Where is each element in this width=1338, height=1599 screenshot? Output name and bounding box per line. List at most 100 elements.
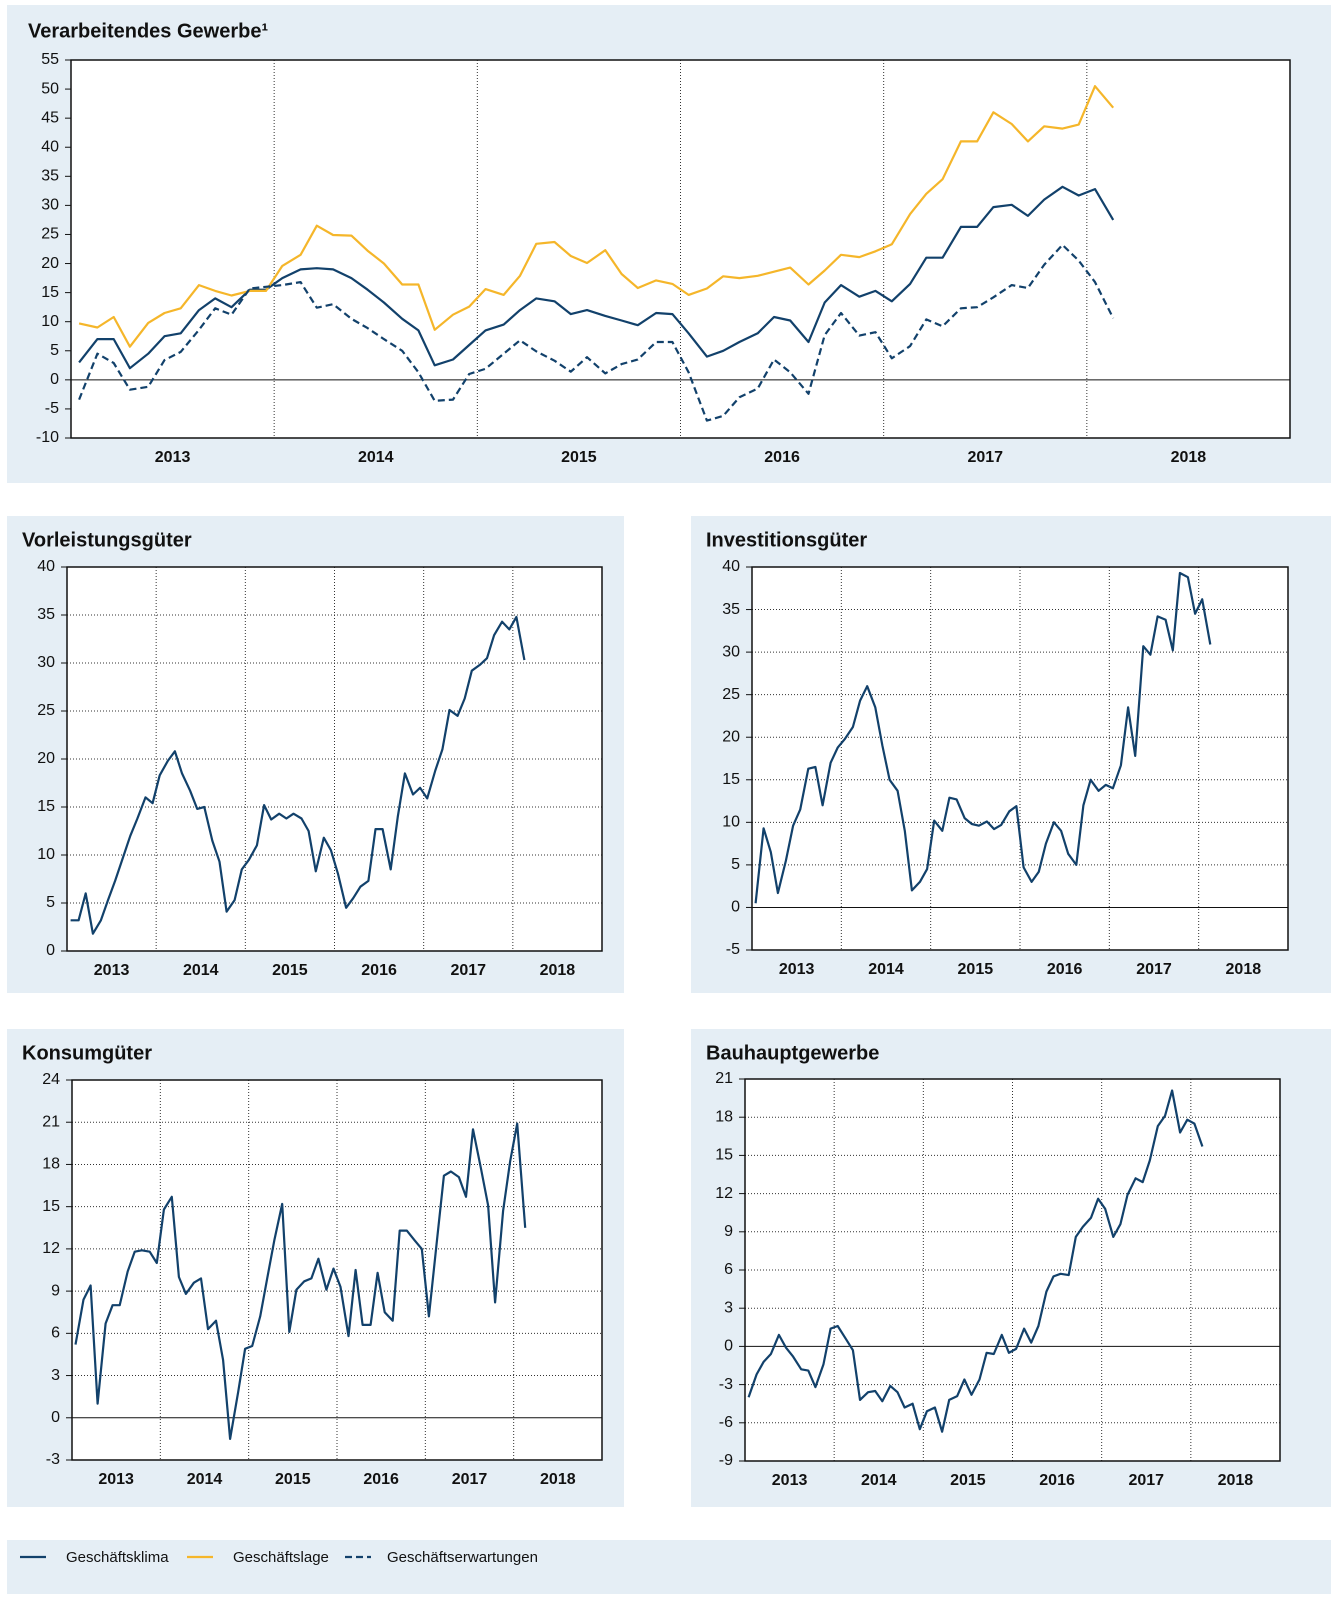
y-tick-label: 21	[715, 1070, 733, 1087]
x-tick-label: 2017	[452, 1471, 488, 1488]
plot-frame	[71, 1079, 603, 1461]
x-tick-label: 2018	[540, 962, 576, 979]
y-tick-label: -9	[719, 1452, 733, 1469]
y-tick-label: 6	[51, 1325, 60, 1342]
plot-frame	[744, 1078, 1281, 1462]
y-tick-label: -10	[36, 429, 59, 446]
y-tick-label: 0	[50, 371, 59, 388]
x-tick-label: 2016	[764, 449, 800, 466]
y-tick-label: 15	[715, 1147, 733, 1164]
chart-title: Bauhauptgewerbe	[706, 1042, 879, 1064]
y-tick-label: 25	[41, 226, 59, 243]
y-tick-label: 9	[51, 1282, 60, 1299]
y-tick-label: 50	[41, 80, 59, 97]
y-tick-label: 10	[37, 846, 55, 863]
x-tick-label: 2014	[868, 961, 904, 978]
chart-title: Konsumgüter	[22, 1042, 152, 1064]
x-tick-label: 2015	[958, 961, 994, 978]
y-tick-label: 30	[37, 654, 55, 671]
y-tick-label: 0	[51, 1409, 60, 1426]
y-tick-label: 35	[722, 601, 740, 618]
y-tick-label: 40	[722, 558, 740, 575]
x-tick-label: 2014	[187, 1471, 223, 1488]
data-line	[747, 1089, 1204, 1433]
x-tick-label: 2017	[1128, 1472, 1164, 1489]
y-tick-label: 20	[41, 255, 59, 272]
y-tick-label: 20	[722, 728, 740, 745]
x-tick-label: 2015	[950, 1472, 986, 1489]
x-tick-label: 2016	[1039, 1472, 1075, 1489]
data-line	[70, 615, 526, 935]
y-tick-label: 25	[37, 702, 55, 719]
y-tick-label: 10	[41, 313, 59, 330]
x-tick-label: 2013	[155, 449, 191, 466]
y-tick-label: 40	[37, 558, 55, 575]
chart: Vorleistungsgüter 0 5 10 15 20 25 30 35 40 2013 201…	[7, 516, 624, 993]
y-tick-label: 0	[46, 942, 55, 959]
legend-label: Geschäftserwartungen	[387, 1549, 538, 1566]
y-tick-label: 18	[715, 1108, 733, 1125]
y-tick-label: 30	[722, 643, 740, 660]
chart-title: Verarbeitendes Gewerbe¹	[28, 20, 268, 42]
y-tick-label: 0	[731, 899, 740, 916]
x-tick-label: 2017	[450, 962, 486, 979]
x-tick-label: 2013	[98, 1471, 134, 1488]
y-tick-label: 12	[715, 1185, 733, 1202]
chart-title: Investitionsgüter	[706, 529, 867, 551]
x-tick-label: 2018	[1171, 449, 1207, 466]
x-tick-label: 2013	[779, 961, 815, 978]
x-tick-label: 2014	[861, 1472, 897, 1489]
plot-frame	[751, 566, 1289, 951]
y-tick-label: -5	[45, 400, 59, 417]
y-tick-label: 55	[41, 51, 59, 68]
x-tick-label: 2018	[1226, 961, 1262, 978]
y-tick-label: 18	[42, 1156, 60, 1173]
y-tick-label: 21	[42, 1113, 60, 1130]
x-tick-label: 2016	[1047, 961, 1083, 978]
x-tick-label: 2017	[967, 449, 1003, 466]
y-tick-label: 15	[37, 798, 55, 815]
y-tick-label: -6	[719, 1414, 733, 1431]
x-tick-label: 2015	[561, 449, 597, 466]
y-tick-label: 20	[37, 750, 55, 767]
y-tick-label: 15	[41, 284, 59, 301]
y-tick-label: -3	[46, 1451, 60, 1468]
legend-label: Geschäftslage	[233, 1549, 329, 1566]
data-line	[74, 1122, 527, 1440]
x-tick-label: 2016	[361, 962, 397, 979]
chart: Verarbeitendes Gewerbe¹ -10 -5 0 5 10 15 20 25 30…	[7, 5, 1331, 483]
y-tick-label: 15	[42, 1198, 60, 1215]
y-tick-label: 5	[50, 342, 59, 359]
y-tick-label: 35	[37, 606, 55, 623]
y-tick-label: 0	[724, 1338, 733, 1355]
x-tick-label: 2013	[94, 962, 130, 979]
data-line	[78, 243, 1115, 422]
plot-frame	[66, 566, 603, 952]
legend-label: Geschäftsklima	[66, 1549, 169, 1566]
y-tick-label: 40	[41, 138, 59, 155]
data-line	[78, 185, 1115, 370]
plot-frame	[70, 59, 1291, 439]
x-tick-label: 2014	[358, 449, 394, 466]
chart: Investitionsgüter -5 0 5 10 15 20 25 30 35 40 2013 2…	[691, 516, 1331, 993]
y-tick-label: 25	[722, 686, 740, 703]
y-tick-label: 10	[722, 814, 740, 831]
y-tick-label: 5	[731, 856, 740, 873]
y-tick-label: 9	[724, 1223, 733, 1240]
x-tick-label: 2015	[272, 962, 308, 979]
legend-panel	[7, 1540, 1331, 1594]
x-tick-label: 2016	[363, 1471, 399, 1488]
y-tick-label: 5	[46, 894, 55, 911]
chart: Bauhauptgewerbe -9 -6 -3 0 3 6 9 12 15 18 21 2013 201…	[691, 1029, 1331, 1507]
y-tick-label: 3	[51, 1367, 60, 1384]
x-tick-label: 2017	[1136, 961, 1172, 978]
y-tick-label: 24	[42, 1071, 60, 1088]
x-tick-label: 2018	[540, 1471, 576, 1488]
y-tick-label: -3	[719, 1376, 733, 1393]
y-tick-label: 6	[724, 1261, 733, 1278]
chart: Konsumgüter -3 0 3 6 9 12 15 18 21 24 2013 2014 2015 2…	[7, 1029, 624, 1507]
y-tick-label: 30	[41, 197, 59, 214]
x-tick-label: 2013	[772, 1472, 808, 1489]
x-tick-label: 2014	[183, 962, 219, 979]
